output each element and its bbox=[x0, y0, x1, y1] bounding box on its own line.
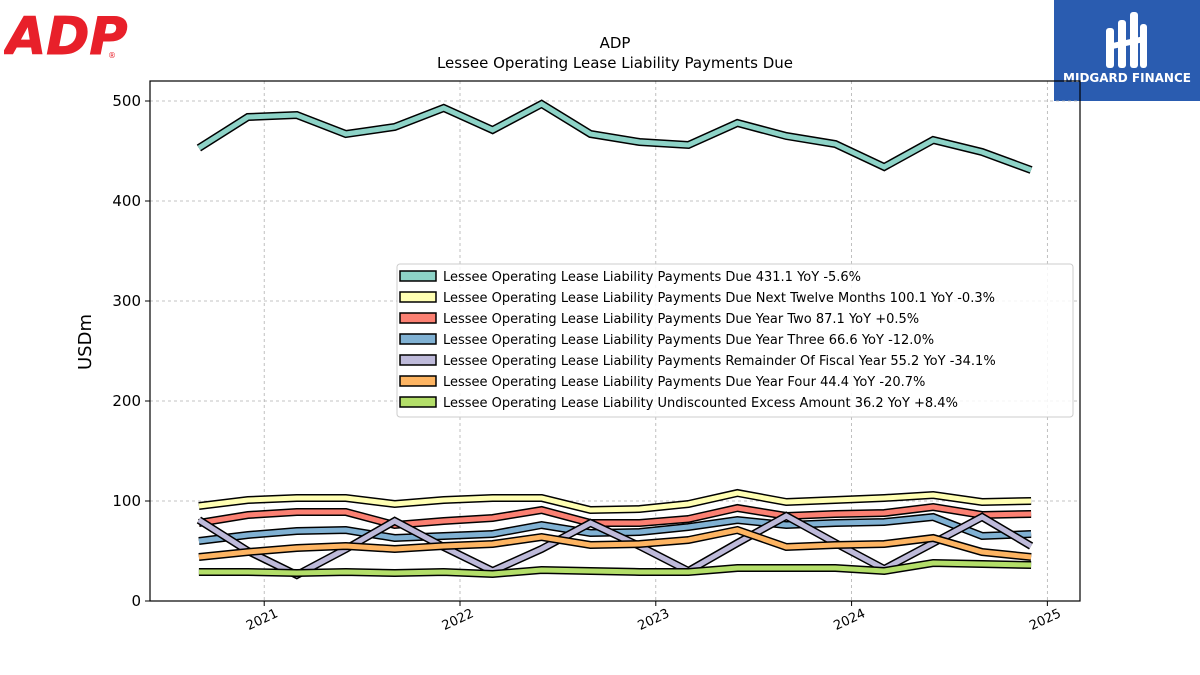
series-line-5 bbox=[197, 513, 1033, 578]
legend-label-7: Lessee Operating Lease Liability Undisco… bbox=[443, 396, 958, 411]
plot-frame bbox=[149, 80, 1081, 602]
legend-label-5: Lessee Operating Lease Liability Payment… bbox=[443, 354, 996, 369]
y-tick-label: 300 bbox=[112, 292, 141, 310]
x-tick-label: 2021 bbox=[244, 606, 280, 634]
legend-label-1: Lessee Operating Lease Liability Payment… bbox=[443, 270, 861, 285]
legend-box bbox=[396, 263, 1074, 418]
y-tick-label: 200 bbox=[112, 392, 141, 410]
chart-title: ADP bbox=[600, 34, 631, 52]
chart-subtitle: Lessee Operating Lease Liability Payment… bbox=[437, 54, 793, 72]
x-ticks: 2021 2022 2023 2024 2025 bbox=[244, 601, 1064, 634]
y-tick-label: 0 bbox=[131, 592, 141, 610]
series-line-6 bbox=[198, 527, 1032, 560]
legend-swatch-4 bbox=[399, 333, 437, 345]
x-tick-label: 2023 bbox=[636, 606, 672, 634]
y-axis-label: USDm bbox=[75, 314, 96, 370]
svg-text:®: ® bbox=[108, 51, 116, 60]
adp-logo: ADP ® bbox=[4, 7, 128, 61]
legend-label-6: Lessee Operating Lease Liability Payment… bbox=[443, 375, 925, 390]
adp-logo-text: ADP bbox=[4, 7, 128, 60]
legend-swatch-7 bbox=[399, 396, 437, 408]
x-tick-label: 2024 bbox=[831, 606, 867, 634]
legend-swatch-3 bbox=[399, 312, 437, 324]
x-tick-label: 2025 bbox=[1027, 606, 1063, 634]
series-line-2 bbox=[198, 490, 1032, 513]
legend-label-3: Lessee Operating Lease Liability Payment… bbox=[443, 312, 919, 327]
series-lines bbox=[196, 99, 1034, 580]
midgard-logo-text: MIDGARD FINANCE bbox=[1063, 71, 1191, 85]
y-tick-label: 400 bbox=[112, 192, 141, 210]
legend-swatch-1 bbox=[399, 270, 437, 282]
legend-swatch-2 bbox=[399, 291, 437, 303]
legend-swatch-5 bbox=[399, 354, 437, 366]
series-line-3 bbox=[198, 504, 1032, 528]
midgard-finance-logo: MIDGARD FINANCE bbox=[1054, 0, 1200, 101]
midgard-emblem-icon bbox=[1106, 12, 1147, 68]
y-tick-label: 500 bbox=[112, 92, 141, 110]
series-line-1 bbox=[197, 101, 1032, 173]
legend: Lessee Operating Lease Liability Payment… bbox=[396, 263, 1074, 418]
legend-swatch-6 bbox=[399, 375, 437, 387]
legend-label-2: Lessee Operating Lease Liability Payment… bbox=[443, 291, 995, 306]
x-tick-label: 2022 bbox=[440, 606, 476, 634]
legend-label-4: Lessee Operating Lease Liability Payment… bbox=[443, 333, 934, 348]
y-ticks: 0 100 200 300 400 500 bbox=[112, 92, 150, 610]
series-line-7 bbox=[198, 560, 1032, 577]
y-tick-label: 100 bbox=[112, 492, 141, 510]
